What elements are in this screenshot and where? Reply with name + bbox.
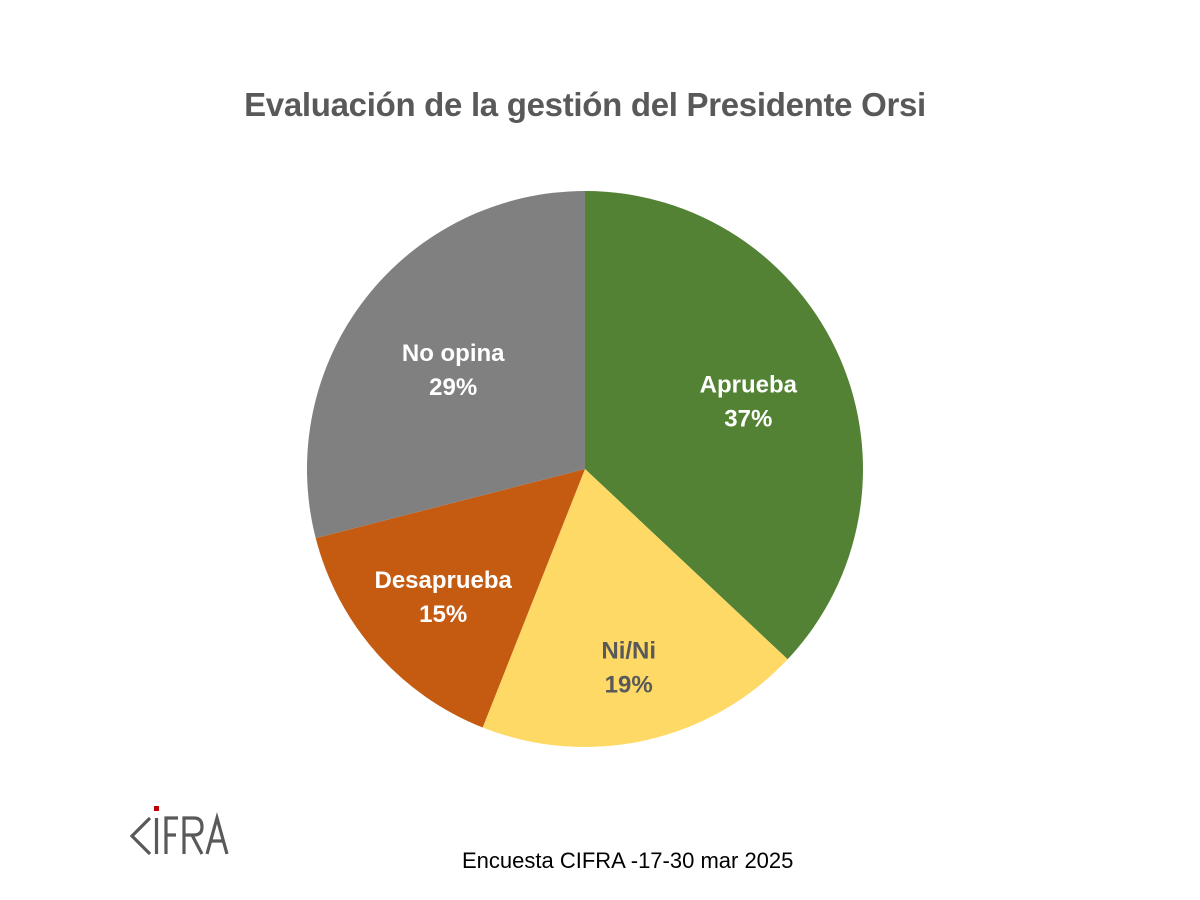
slice-value-label: 15% bbox=[419, 601, 467, 628]
slice-value-label: 37% bbox=[724, 405, 772, 432]
pie-slice-desaprueba bbox=[315, 469, 585, 728]
slice-value-label: 29% bbox=[429, 374, 477, 401]
slice-name-label: No opina bbox=[402, 340, 505, 367]
slice-name-label: Ni/Ni bbox=[601, 637, 656, 664]
cifra-logo bbox=[129, 806, 229, 856]
chart-title: Evaluación de la gestión del Presidente … bbox=[244, 86, 926, 123]
pie-labels: Aprueba 37% Ni/Ni 19% Desaprueba 15% No opina 2… bbox=[375, 340, 798, 699]
pie-slice-ni-ni bbox=[482, 469, 788, 747]
slice-value-label: 19% bbox=[605, 671, 653, 698]
pie-slice-aprueba bbox=[585, 191, 863, 660]
pie-slice-no-opina bbox=[306, 190, 585, 539]
pie-slices bbox=[306, 190, 863, 747]
slice-name-label: Aprueba bbox=[700, 371, 798, 398]
slice-name-label: Desaprueba bbox=[375, 567, 513, 594]
source-note: Encuesta CIFRA -17-30 mar 2025 bbox=[462, 848, 794, 873]
